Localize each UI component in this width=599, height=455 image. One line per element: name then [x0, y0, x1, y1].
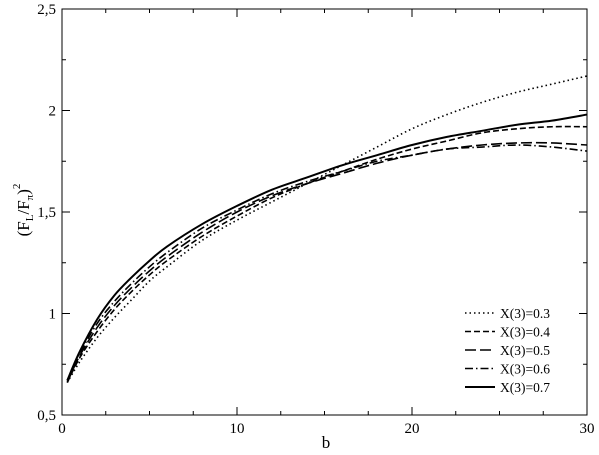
y-axis-title-sub-pi: π [24, 194, 36, 200]
x-tick-label: 20 [405, 421, 420, 437]
series-line-4 [66, 144, 588, 381]
legend-label-5: X(3)=0.7 [500, 380, 550, 395]
y-axis-title: (FL/Fπ)2 [11, 184, 36, 237]
y-tick-label: 0,5 [37, 408, 56, 424]
y-tick-label: 1,5 [37, 205, 56, 221]
y-tick-label: 2 [49, 104, 57, 120]
series-line-3 [66, 141, 588, 383]
y-axis-title-sub-l: L [24, 214, 36, 221]
y-axis-title-close: ) [14, 189, 33, 195]
y-tick-label: 2,5 [37, 2, 56, 18]
series-line-2 [66, 125, 588, 383]
legend-label-1: X(3)=0.3 [500, 306, 550, 321]
y-axis-title-sup: 2 [11, 184, 23, 190]
plot-area: 0 10 20 30 0,5 1 1,5 2 2,5 X(3)=0.3 X(3)=0.4 X(3)=0… [37, 2, 594, 437]
legend-label-4: X(3)=0.6 [500, 362, 550, 377]
y-tick-label: 1 [49, 307, 57, 323]
x-tick-label: 10 [230, 421, 245, 437]
legend-label-3: X(3)=0.5 [500, 343, 550, 358]
y-axis-title-mid: /F [14, 200, 33, 214]
x-axis-title: b [322, 433, 331, 452]
legend-label-2: X(3)=0.4 [500, 325, 550, 340]
x-tick-label: 0 [58, 421, 66, 437]
x-tick-label: 30 [580, 421, 595, 437]
series-line-5 [66, 113, 588, 381]
y-axis-title-open: (F [14, 221, 33, 236]
